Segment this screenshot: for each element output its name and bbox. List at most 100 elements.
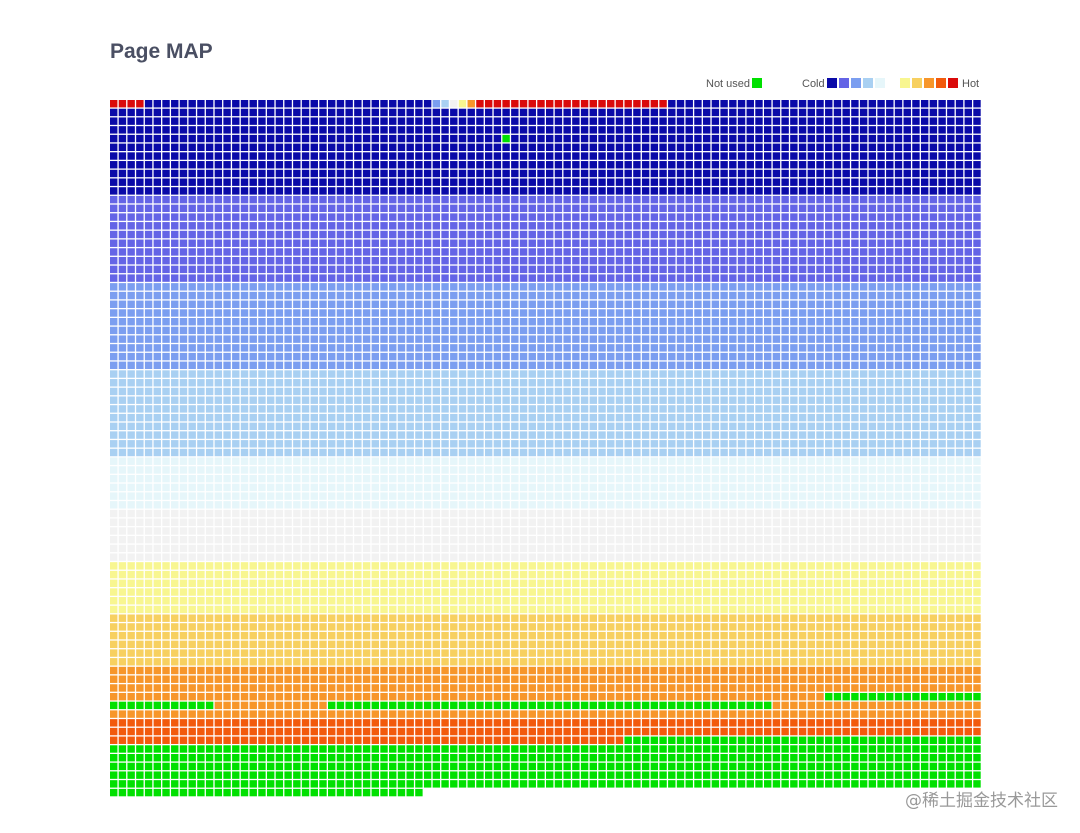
page-cell-cold-2 (467, 204, 475, 213)
page-cell-cold-2 (310, 230, 318, 239)
page-cell-cold-4 (938, 396, 946, 404)
page-cell-cold-1 (162, 178, 170, 186)
page-cell-cold-3 (118, 300, 127, 308)
page-cell-cold-2 (458, 256, 467, 265)
page-cell-cold-1 (397, 134, 406, 143)
page-cell-cold-3 (859, 291, 868, 300)
page-cell-hot-5 (650, 100, 659, 108)
page-cell-cold-3 (432, 100, 441, 108)
page-cell-cold-4 (903, 440, 911, 448)
page-cell-cold-3 (903, 326, 911, 335)
page-cell-cold-1 (807, 152, 816, 160)
page-cell-cold-2 (973, 204, 981, 213)
page-cell-cold-1 (171, 108, 179, 117)
page-cell-cold-5 (659, 457, 667, 465)
page-cell-cold-4 (729, 431, 737, 439)
page-cell-cold-1 (380, 143, 388, 152)
page-cell-cold-2 (764, 230, 772, 239)
page-cell-cold-1 (467, 126, 475, 134)
page-cell-cold-4 (615, 405, 624, 413)
page-cell-cold-4 (833, 405, 842, 413)
page-cell-cold-3 (293, 344, 301, 352)
page-cell-cold-4 (720, 440, 728, 448)
page-cell-cold-4 (293, 379, 301, 387)
page-cell-cold-4 (607, 379, 615, 387)
page-cell-cold-1 (764, 134, 772, 143)
page-cell-neutral (650, 509, 659, 518)
page-cell-cold-5 (746, 483, 754, 492)
page-cell-cold-5 (345, 457, 353, 465)
page-cell-cold-2 (886, 248, 894, 256)
page-cell-cold-5 (825, 457, 833, 465)
page-cell-cold-1 (859, 161, 868, 169)
page-cell-cold-3 (258, 344, 266, 352)
page-cell-cold-1 (249, 126, 257, 134)
page-cell-cold-1 (607, 117, 615, 125)
page-cell-cold-5 (476, 466, 484, 474)
page-cell-cold-1 (833, 100, 842, 108)
page-cell-cold-2 (371, 230, 380, 239)
page-cell-cold-2 (554, 248, 563, 256)
page-cell-cold-3 (467, 361, 475, 370)
page-cell-cold-2 (929, 239, 938, 247)
page-cell-cold-5 (624, 457, 632, 465)
page-cell-cold-4 (354, 422, 362, 431)
page-cell-cold-1 (685, 187, 693, 195)
page-cell-cold-4 (144, 396, 153, 404)
page-cell-cold-5 (310, 483, 318, 492)
page-cell-cold-3 (179, 344, 188, 352)
page-cell-neutral (188, 518, 196, 526)
page-cell-cold-5 (886, 457, 894, 465)
page-cell-cold-2 (668, 204, 676, 213)
page-cell-cold-4 (144, 448, 153, 457)
page-cell-cold-4 (144, 440, 153, 448)
page-cell-cold-1 (223, 100, 231, 108)
page-cell-cold-4 (354, 413, 362, 422)
page-cell-cold-1 (406, 161, 414, 169)
page-cell-cold-5 (467, 483, 475, 492)
page-cell-cold-2 (188, 195, 196, 204)
page-cell-cold-3 (973, 318, 981, 326)
page-cell-cold-3 (833, 326, 842, 335)
page-cell-cold-2 (920, 265, 929, 274)
page-cell-hot-5 (633, 100, 641, 108)
page-cell-cold-3 (790, 291, 798, 300)
page-cell-cold-3 (624, 300, 632, 308)
page-cell-cold-3 (266, 309, 275, 317)
page-cell-cold-2 (519, 265, 528, 274)
page-cell-cold-3 (580, 326, 589, 335)
page-cell-cold-4 (484, 379, 493, 387)
page-cell-cold-1 (118, 134, 127, 143)
page-cell-cold-1 (284, 134, 292, 143)
page-cell-cold-1 (685, 143, 693, 152)
page-cell-cold-2 (886, 195, 894, 204)
page-cell-neutral (807, 527, 816, 535)
page-cell-cold-1 (685, 108, 693, 117)
page-cell-cold-4 (825, 422, 833, 431)
page-cell-cold-5 (336, 492, 345, 500)
page-cell-cold-3 (572, 361, 580, 370)
page-cell-cold-1 (450, 152, 458, 160)
page-cell-cold-3 (589, 283, 598, 291)
page-cell-cold-2 (737, 204, 746, 213)
page-cell-cold-3 (214, 300, 223, 308)
page-cell-cold-1 (624, 143, 632, 152)
page-cell-neutral (807, 518, 816, 526)
page-cell-cold-2 (328, 256, 336, 265)
page-cell-cold-4 (171, 431, 179, 439)
page-cell-cold-1 (188, 178, 196, 186)
page-cell-cold-2 (354, 195, 362, 204)
page-cell-cold-4 (650, 440, 659, 448)
page-cell-cold-3 (258, 283, 266, 291)
page-cell-cold-5 (118, 474, 127, 483)
page-cell-cold-5 (711, 492, 720, 500)
page-cell-cold-4 (232, 422, 240, 431)
page-cell-cold-3 (572, 291, 580, 300)
page-cell-cold-1 (467, 161, 475, 169)
page-cell-neutral (546, 518, 554, 526)
page-cell-cold-3 (807, 318, 816, 326)
page-cell-neutral (345, 527, 353, 535)
page-cell-cold-3 (807, 352, 816, 361)
page-cell-cold-4 (877, 431, 885, 439)
page-cell-cold-4 (266, 387, 275, 396)
